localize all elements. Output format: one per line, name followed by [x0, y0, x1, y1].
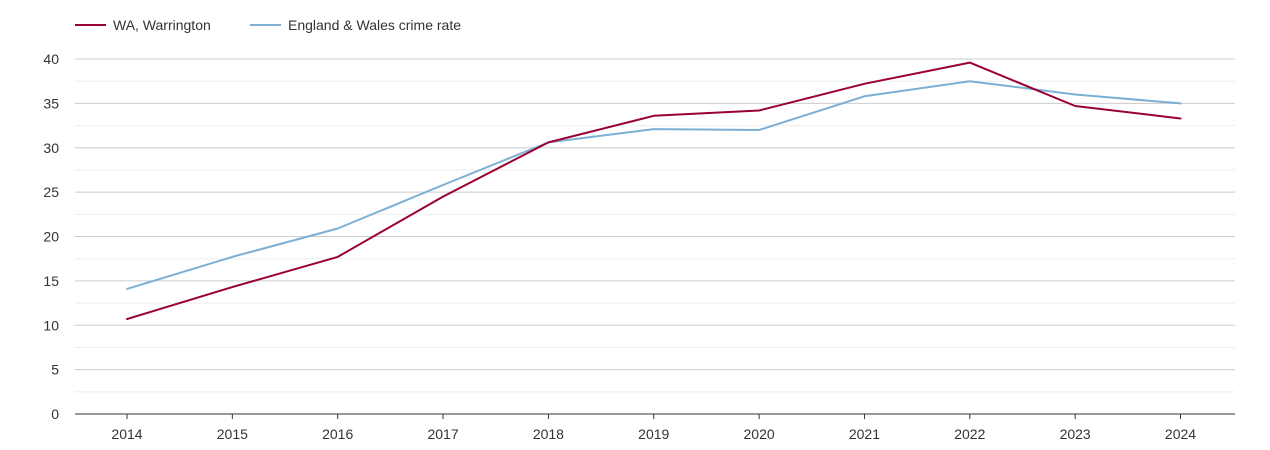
x-tick-label: 2019: [638, 426, 669, 442]
series-line-wa-warrington[interactable]: [126, 61, 1182, 320]
legend-label-england-wales: England & Wales crime rate: [288, 17, 461, 33]
x-tick-label: 2021: [849, 426, 880, 442]
x-tick-label: 2022: [954, 426, 985, 442]
y-axis: 0 5 10 15 20 25 30 35 40: [43, 51, 59, 422]
y-tick-label: 5: [51, 362, 59, 378]
legend-item-warrington[interactable]: WA, Warrington: [75, 17, 211, 33]
y-tick-label: 40: [43, 51, 59, 67]
chart-grid: [75, 58, 1235, 393]
chart-legend: WA, Warrington England & Wales crime rat…: [75, 17, 461, 33]
x-tick-label: 2014: [111, 426, 142, 442]
x-tick-label: 2018: [533, 426, 564, 442]
x-tick-label: 2020: [744, 426, 775, 442]
x-axis: 2014 2015 2016 2017 2018 2019 2020 2021 2022 2023…: [75, 413, 1235, 442]
series-line-england-wales-crime-rate[interactable]: [126, 80, 1182, 290]
y-tick-label: 10: [43, 317, 59, 333]
y-tick-label: 35: [43, 95, 59, 111]
y-tick-label: 15: [43, 273, 59, 289]
legend-item-england-wales[interactable]: England & Wales crime rate: [250, 17, 461, 33]
y-tick-label: 25: [43, 184, 59, 200]
y-tick-label: 0: [51, 406, 59, 422]
x-tick-label: 2016: [322, 426, 353, 442]
y-tick-label: 20: [43, 229, 59, 245]
x-tick-label: 2017: [427, 426, 458, 442]
x-tick-label: 2023: [1060, 426, 1091, 442]
x-tick-label: 2024: [1165, 426, 1196, 442]
chart-series: [126, 61, 1182, 320]
y-tick-label: 30: [43, 140, 59, 156]
x-tick-label: 2015: [217, 426, 248, 442]
legend-label-warrington: WA, Warrington: [113, 17, 211, 33]
